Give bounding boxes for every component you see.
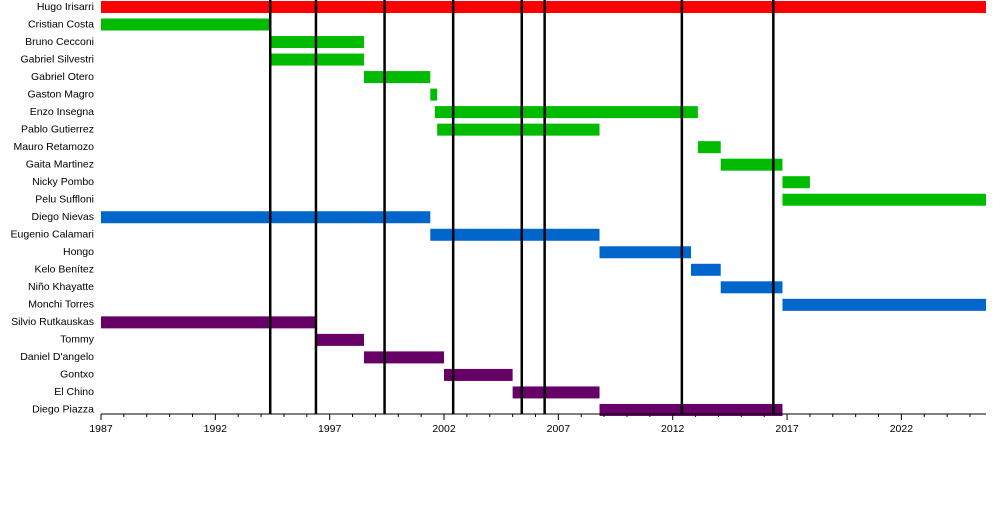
row-label: Mauro Retamozo [13,141,94,153]
row-label: Diego Piazza [32,404,94,416]
x-tick-label: 2002 [432,423,456,435]
bar [101,316,316,329]
bar [363,71,431,84]
x-tick-label: 2007 [547,423,571,435]
bar [782,176,810,189]
bar [782,193,986,206]
bar [101,18,271,31]
bar [363,351,445,364]
row-label: Niño Khayatte [28,281,94,293]
bar [782,298,986,311]
row-label: Gaston Magro [27,88,94,100]
row-label: Gabriel Otero [31,71,94,83]
bar [599,246,691,259]
bar [437,123,600,136]
bar [720,281,783,294]
x-tick-label: 2022 [890,423,914,435]
row-label: Hugo Irisarri [37,1,94,13]
bar [430,228,600,241]
bar [599,403,783,416]
bar [691,263,721,276]
row-label: Kelo Benítez [34,264,94,276]
bar [315,333,364,346]
row-label: Gaita Martinez [26,158,94,170]
row-label: Pablo Gutierrez [21,123,94,135]
row-label: Diego Nievas [32,211,94,223]
row-label: Bruno Cecconi [25,36,94,48]
bar [512,386,600,399]
row-label: El Chino [54,386,94,398]
bar [720,158,783,171]
row-label: Daniel D'angelo [20,351,94,363]
row-label: Gabriel Silvestri [20,53,94,65]
bar [101,211,431,224]
bar [697,141,721,154]
x-tick-label: 1992 [204,423,228,435]
row-label: Hongo [63,246,94,258]
row-label: Cristian Costa [28,18,94,30]
x-tick-label: 1987 [89,423,113,435]
row-label: Enzo Insegna [30,106,94,118]
x-tick-label: 2017 [775,423,799,435]
bar [444,368,513,381]
bar [434,106,698,119]
row-label: Eugenio Calamari [11,229,94,241]
row-label: Nicky Pombo [32,176,94,188]
row-label: Tommy [60,334,95,346]
bar [430,88,438,101]
row-label: Monchi Torres [28,299,94,311]
x-tick-label: 1997 [318,423,342,435]
row-label: Pelu Suffloni [35,194,94,206]
row-label: Gontxo [60,369,94,381]
x-tick-label: 2012 [661,423,685,435]
row-label: Silvio Rutkauskas [11,316,94,328]
